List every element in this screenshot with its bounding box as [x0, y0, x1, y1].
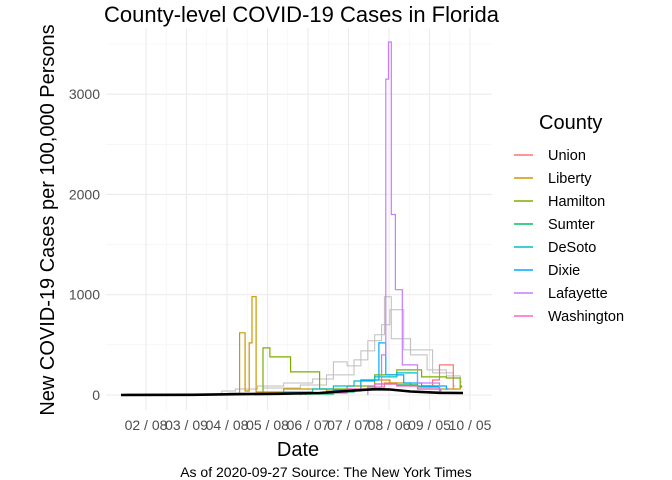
- legend-label: Liberty: [548, 171, 592, 187]
- x-tick-label: 02 / 08: [125, 417, 168, 433]
- legend-label: Dixie: [548, 263, 580, 279]
- legend-label: DeSoto: [548, 240, 596, 256]
- y-axis-title: New COVID-19 Cases per 100,000 Persons: [37, 24, 59, 415]
- y-axis-ticks: 0 1000 2000 3000: [69, 86, 100, 403]
- x-tick-label: 05 / 08: [246, 417, 289, 433]
- x-tick-label: 03 / 09: [165, 417, 208, 433]
- series-line-lafayette: [367, 41, 442, 395]
- legend-label: Hamilton: [548, 194, 605, 210]
- plot-grid: [106, 28, 492, 410]
- legend-item-desoto: DeSoto: [514, 240, 596, 256]
- y-tick-label: 2000: [69, 186, 100, 202]
- background-series-line: [228, 309, 456, 395]
- trend-line: [120, 387, 464, 397]
- chart-title: County-level COVID-19 Cases in Florida: [104, 2, 500, 27]
- x-tick-label: 06 / 07: [287, 417, 330, 433]
- legend-item-liberty: Liberty: [514, 171, 592, 187]
- x-tick-label: 09 / 05: [408, 417, 451, 433]
- series-line-washington: [319, 383, 442, 395]
- y-tick-label: 0: [92, 387, 100, 403]
- y-tick-label: 1000: [69, 287, 100, 303]
- legend-item-dixie: Dixie: [514, 263, 580, 279]
- series-line-desoto: [283, 372, 442, 395]
- background-series-line: [221, 296, 463, 395]
- plot-background: [106, 28, 492, 410]
- chart-caption: As of 2020-09-27 Source: The New York Ti…: [180, 464, 472, 480]
- x-tick-label: 10 / 05: [449, 417, 492, 433]
- legend-item-lafayette: Lafayette: [514, 286, 608, 302]
- legend-label: Union: [548, 148, 586, 164]
- background-series: [221, 296, 463, 395]
- x-axis-title: Date: [277, 439, 319, 461]
- legend-label: Washington: [548, 309, 624, 325]
- legend-item-sumter: Sumter: [514, 217, 595, 233]
- legend: Union Liberty Hamilton Sumter DeSoto Dixie Laf…: [514, 148, 624, 325]
- legend-item-hamilton: Hamilton: [514, 194, 605, 210]
- y-tick-label: 3000: [69, 86, 100, 102]
- x-tick-label: 07 / 07: [327, 417, 370, 433]
- legend-item-washington: Washington: [514, 309, 624, 325]
- legend-title: County: [539, 112, 602, 134]
- state-trend-line: [120, 387, 464, 397]
- legend-item-union: Union: [514, 148, 586, 164]
- x-tick-label: 04 / 08: [206, 417, 249, 433]
- legend-label: Sumter: [548, 217, 595, 233]
- legend-label: Lafayette: [548, 286, 608, 302]
- x-tick-label: 08 / 06: [368, 417, 411, 433]
